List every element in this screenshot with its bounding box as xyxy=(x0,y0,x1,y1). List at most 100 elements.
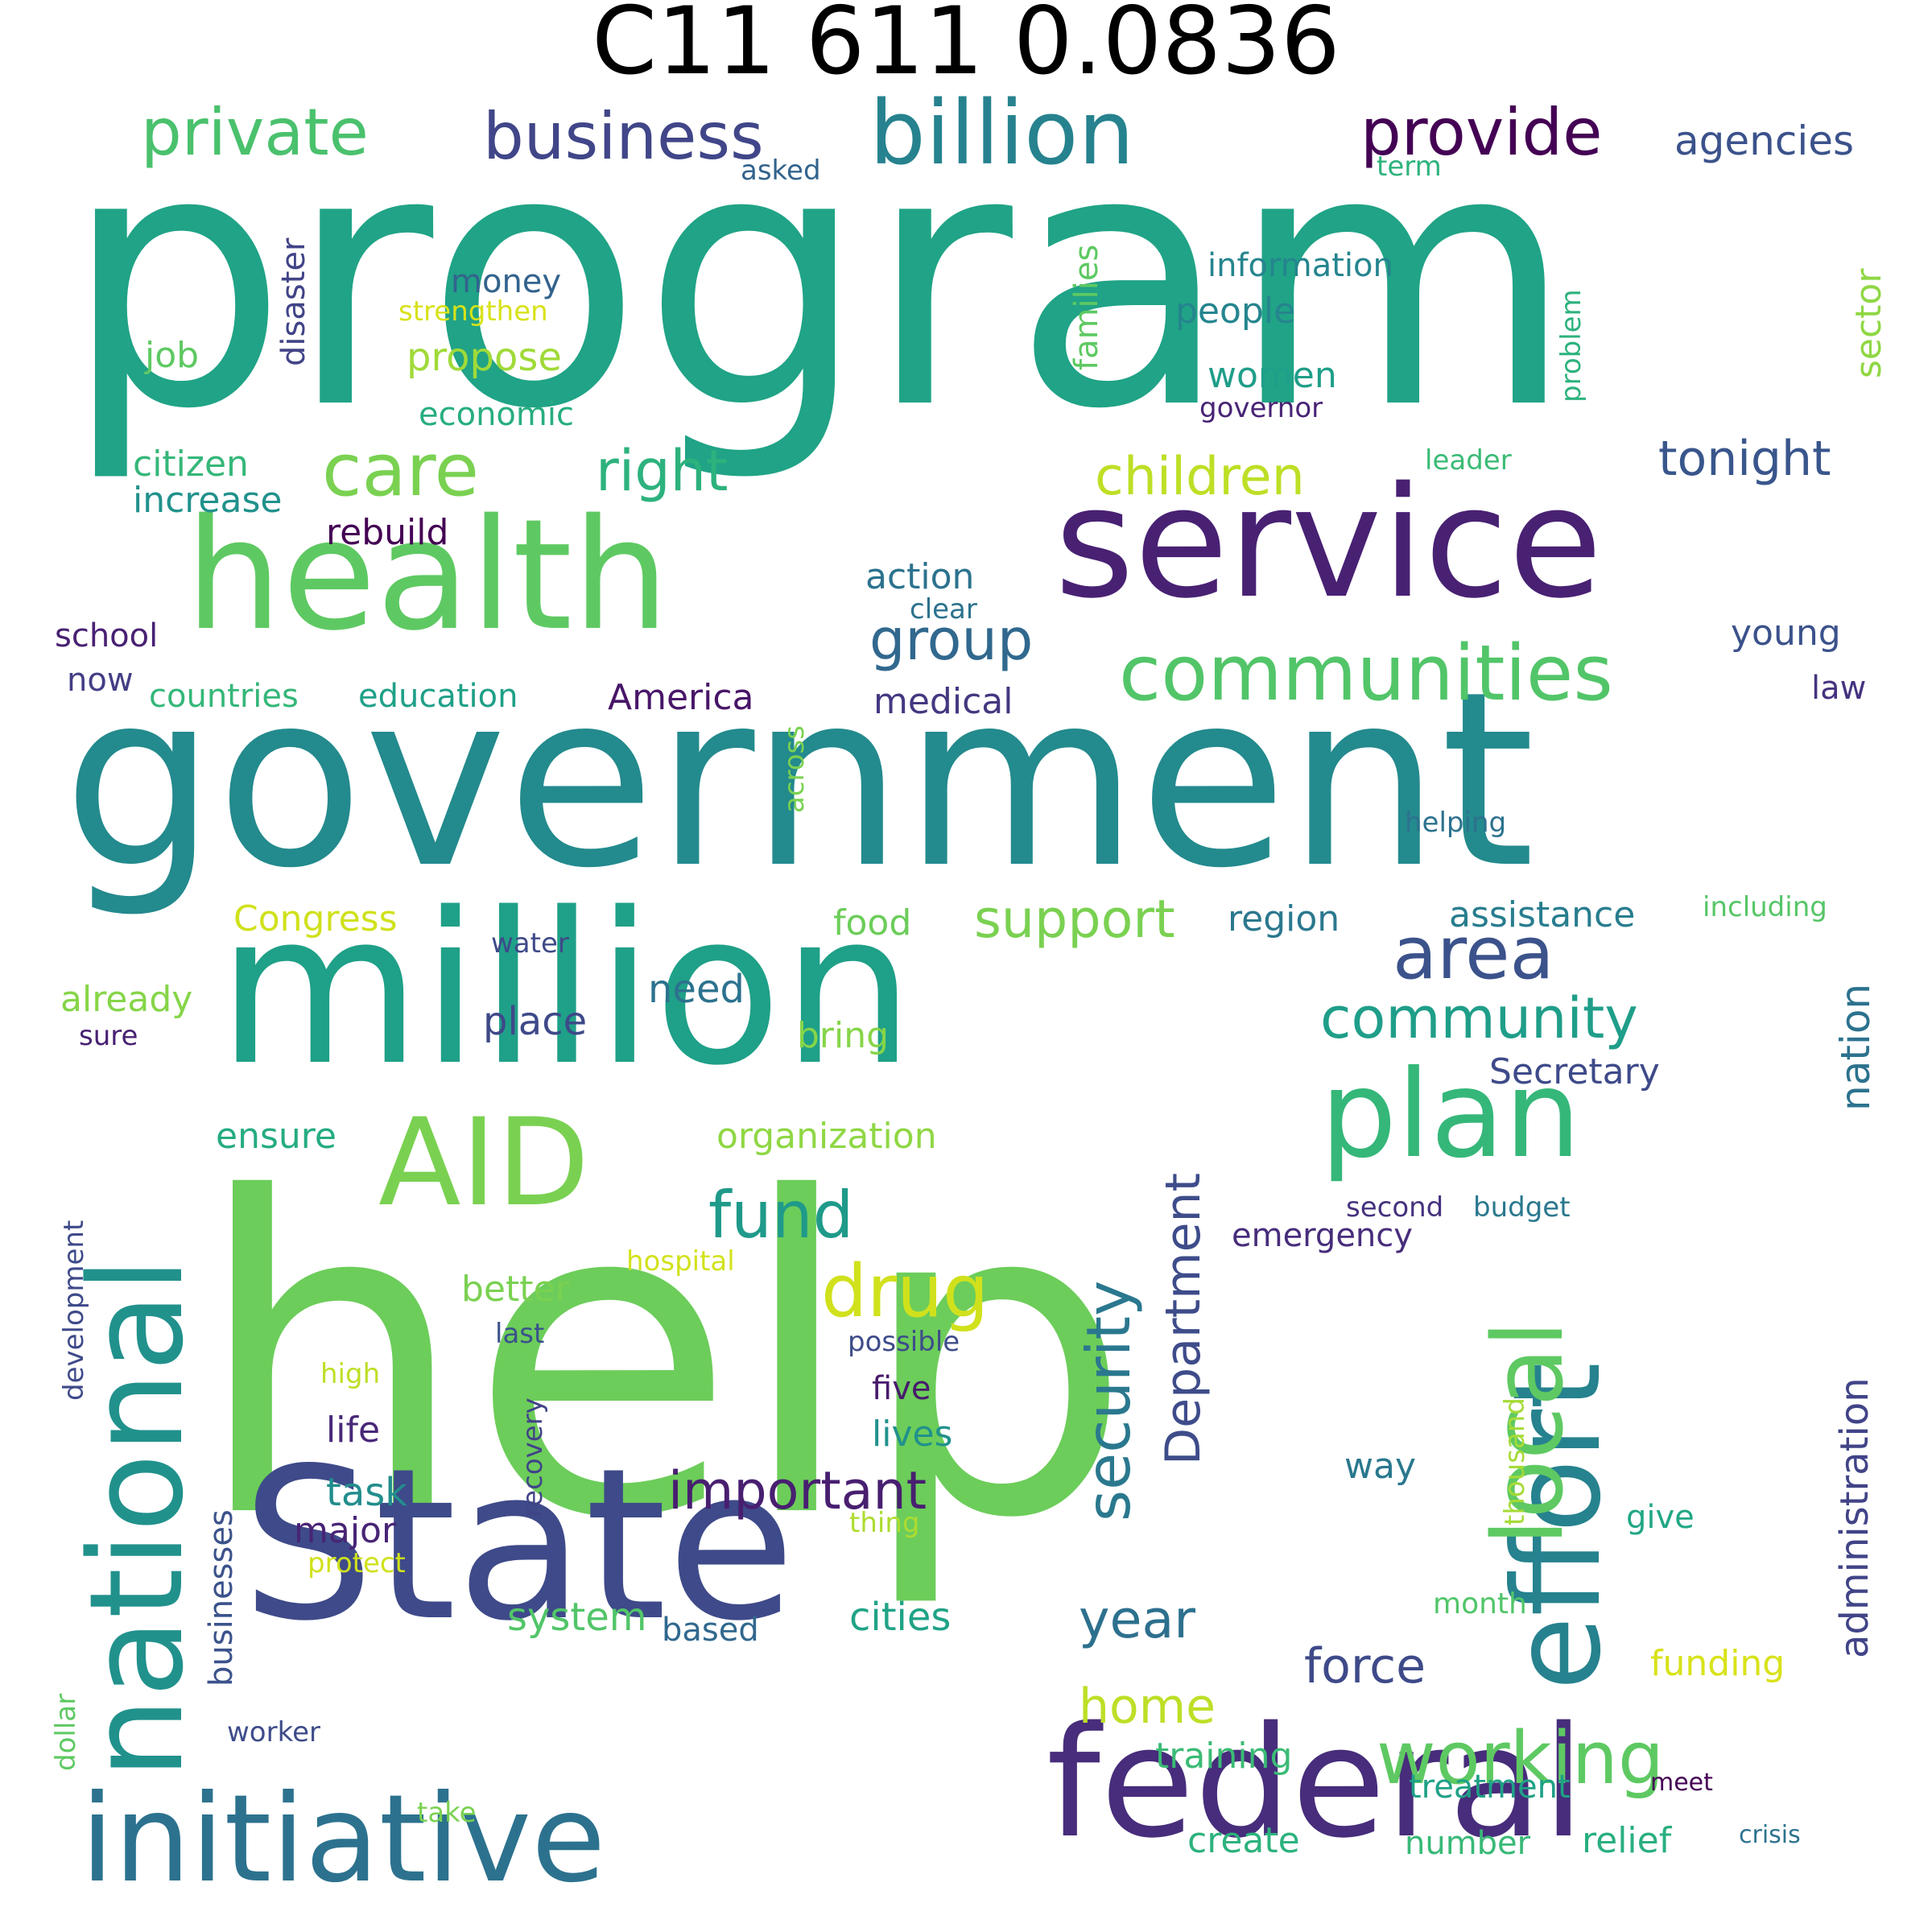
word-group: group xyxy=(869,607,1034,673)
word-clear: clear xyxy=(910,593,977,625)
word-young: young xyxy=(1731,613,1841,654)
word-help: help xyxy=(193,1108,1133,1613)
word-school: school xyxy=(55,617,159,654)
word-helping: helping xyxy=(1405,807,1507,839)
word-cloud: program help government million State health s… xyxy=(50,74,1897,1932)
word-women: women xyxy=(1208,355,1337,396)
word-important: important xyxy=(668,1461,927,1521)
word-treatment: treatment xyxy=(1409,1769,1571,1806)
word-lives: lives xyxy=(872,1414,953,1455)
word-business: business xyxy=(483,99,764,174)
word-protect: protect xyxy=(308,1547,406,1579)
word-five: five xyxy=(872,1370,931,1407)
word-national: national xyxy=(61,1257,212,1779)
word-relief: relief xyxy=(1582,1820,1672,1861)
word-system: system xyxy=(507,1595,647,1640)
word-life: life xyxy=(326,1410,381,1451)
word-recovery: recovery xyxy=(517,1397,549,1517)
word-right: right xyxy=(596,438,729,504)
word-term: term xyxy=(1377,151,1442,183)
word-increase: increase xyxy=(133,480,283,521)
word-force: force xyxy=(1304,1638,1426,1695)
word-place: place xyxy=(483,999,588,1044)
word-people: people xyxy=(1175,291,1296,332)
word-area: area xyxy=(1393,911,1554,996)
word-organization: organization xyxy=(716,1116,937,1157)
word-asked: asked xyxy=(741,155,821,187)
word-leader: leader xyxy=(1425,444,1512,477)
word-provide: provide xyxy=(1360,95,1603,170)
word-create: create xyxy=(1187,1820,1300,1861)
word-security: security xyxy=(1073,1280,1144,1521)
word-based: based xyxy=(662,1612,759,1649)
word-children: children xyxy=(1095,447,1305,507)
word-including: including xyxy=(1703,891,1827,923)
word-families: families xyxy=(1068,244,1105,370)
word-ensure: ensure xyxy=(216,1116,336,1157)
word-health: health xyxy=(185,486,670,664)
word-billion: billion xyxy=(869,81,1135,184)
word-hospital: hospital xyxy=(626,1245,735,1278)
word-sector: sector xyxy=(1848,268,1889,378)
word-governor: governor xyxy=(1199,392,1323,424)
word-state: State xyxy=(242,1424,796,1667)
word-countries: countries xyxy=(149,678,299,715)
word-cities: cities xyxy=(849,1595,952,1640)
word-million: million xyxy=(217,869,915,1112)
word-thing: thing xyxy=(849,1507,920,1539)
chart-title: C11 611 0.0836 xyxy=(592,0,1340,96)
word-major: major xyxy=(294,1510,397,1551)
word-food: food xyxy=(833,902,912,943)
word-administration: administration xyxy=(1832,1377,1877,1658)
word-rebuild: rebuild xyxy=(326,512,449,553)
word-across: across xyxy=(778,725,811,813)
word-private: private xyxy=(141,95,369,170)
word-disaster: disaster xyxy=(275,237,312,366)
word-need: need xyxy=(648,967,745,1012)
word-nation: nation xyxy=(1832,983,1879,1111)
word-congress: Congress xyxy=(233,898,398,939)
word-agencies: agencies xyxy=(1674,118,1855,164)
word-now: now xyxy=(67,662,134,699)
word-government: government xyxy=(63,640,1535,921)
word-drug: drug xyxy=(821,1249,989,1334)
word-information: information xyxy=(1208,247,1393,284)
word-program: program xyxy=(63,74,1575,486)
word-task: task xyxy=(326,1470,408,1515)
word-development: development xyxy=(58,1220,90,1401)
word-bring: bring xyxy=(797,1015,890,1056)
word-community: community xyxy=(1320,985,1638,1051)
word-support: support xyxy=(974,890,1175,950)
word-secretary: Secretary xyxy=(1489,1051,1660,1092)
word-citizen: citizen xyxy=(133,444,249,485)
word-number: number xyxy=(1405,1825,1531,1862)
word-tonight: tonight xyxy=(1658,431,1831,487)
word-crisis: crisis xyxy=(1739,1821,1801,1849)
word-medical: medical xyxy=(873,681,1013,722)
word-department: Department xyxy=(1155,1172,1212,1465)
word-job: job xyxy=(145,335,200,376)
word-region: region xyxy=(1228,898,1340,939)
word-america: America xyxy=(608,677,754,718)
word-money: money xyxy=(451,263,562,300)
word-problem: problem xyxy=(1555,289,1587,402)
word-give: give xyxy=(1626,1499,1695,1536)
word-assistance: assistance xyxy=(1449,894,1636,935)
word-last: last xyxy=(495,1318,545,1350)
word-care: care xyxy=(322,428,480,513)
word-already: already xyxy=(60,979,193,1020)
word-plan: plan xyxy=(1320,1045,1581,1185)
word-federal: federal xyxy=(1046,1694,1585,1872)
word-initiative: initiative xyxy=(80,1769,606,1909)
word-action: action xyxy=(865,556,975,597)
word-education: education xyxy=(358,678,518,715)
word-home: home xyxy=(1079,1678,1216,1735)
word-businesses: businesses xyxy=(203,1509,240,1686)
word-year: year xyxy=(1079,1590,1196,1650)
word-way: way xyxy=(1344,1446,1416,1487)
word-fund: fund xyxy=(708,1178,854,1253)
word-sure: sure xyxy=(79,1020,138,1052)
word-funding: funding xyxy=(1650,1643,1785,1684)
word-month: month xyxy=(1433,1587,1527,1620)
word-water: water xyxy=(491,927,569,960)
